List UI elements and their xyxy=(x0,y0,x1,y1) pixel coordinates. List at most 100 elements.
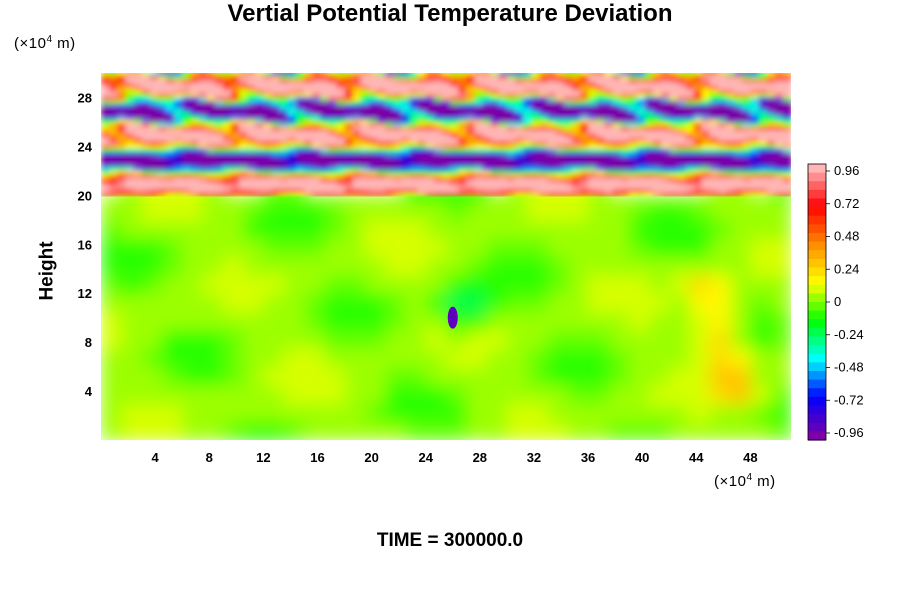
band-cell xyxy=(425,173,435,178)
band-cell xyxy=(109,169,119,175)
band-cell xyxy=(523,162,533,167)
band-cell xyxy=(174,184,184,189)
band-cell xyxy=(255,165,265,171)
band-cell xyxy=(636,132,646,138)
band-cell xyxy=(490,143,500,149)
field-cell xyxy=(425,329,447,350)
field-cell xyxy=(628,201,650,221)
band-cell xyxy=(458,103,468,109)
band-cell xyxy=(579,110,590,116)
band-cell xyxy=(255,143,265,149)
band-cell xyxy=(295,176,305,182)
band-cell xyxy=(385,165,395,171)
band-cell xyxy=(344,187,354,193)
band-cell xyxy=(693,143,703,149)
field-cell xyxy=(121,201,143,221)
band-cell xyxy=(466,143,476,149)
band-cell xyxy=(263,114,273,120)
band-cell xyxy=(295,107,305,112)
band-cell xyxy=(726,103,736,109)
band-cell xyxy=(515,151,525,156)
band-cell xyxy=(726,132,736,138)
band-cell xyxy=(417,121,427,127)
band-cell xyxy=(758,132,768,138)
field-cell xyxy=(364,238,387,258)
field-cell xyxy=(770,311,791,331)
colorbar-label: -0.96 xyxy=(834,425,864,440)
band-cell xyxy=(239,96,249,101)
band-cell xyxy=(214,191,224,197)
band-cell xyxy=(506,77,516,83)
band-cell xyxy=(149,107,159,112)
band-cell xyxy=(579,173,590,178)
band-cell xyxy=(450,147,460,153)
band-cell xyxy=(141,151,151,156)
colorbar-swatch xyxy=(808,414,826,424)
band-cell xyxy=(588,143,598,149)
band-cell xyxy=(165,103,176,109)
band-cell xyxy=(279,173,289,178)
band-cell xyxy=(222,176,232,182)
band-cell xyxy=(571,180,581,186)
band-cell xyxy=(766,154,776,160)
band-cell xyxy=(230,187,240,193)
band-cell xyxy=(506,132,516,138)
field-cell xyxy=(770,403,791,423)
band-cell xyxy=(295,169,305,175)
band-cell xyxy=(734,143,744,149)
band-cell xyxy=(303,77,314,83)
band-cell xyxy=(644,154,654,160)
band-cell xyxy=(441,74,452,79)
band-cell xyxy=(198,158,208,164)
band-cell xyxy=(669,110,679,116)
band-cell xyxy=(701,191,711,197)
band-cell xyxy=(190,73,200,76)
band-cell xyxy=(758,162,768,167)
band-cell xyxy=(157,85,167,90)
band-cell xyxy=(401,114,411,120)
band-cell xyxy=(515,121,525,127)
band-cell xyxy=(653,103,663,109)
band-cell xyxy=(523,147,533,153)
lower-field xyxy=(101,183,791,440)
band-cell xyxy=(628,121,638,127)
band-cell xyxy=(466,132,476,138)
field-cell xyxy=(141,384,163,405)
band-cell xyxy=(523,180,533,186)
band-cell xyxy=(433,187,443,193)
band-cell xyxy=(782,99,791,105)
band-cell xyxy=(450,169,460,175)
band-cell xyxy=(360,158,370,164)
band-cell xyxy=(239,162,249,167)
band-cell xyxy=(433,77,443,83)
band-cell xyxy=(466,129,476,134)
band-cell xyxy=(547,96,557,101)
band-cell xyxy=(709,180,719,186)
field-cell xyxy=(689,329,711,350)
band-cell xyxy=(644,92,654,98)
band-cell xyxy=(393,136,403,142)
band-cell xyxy=(239,140,249,145)
band-cell xyxy=(653,140,663,145)
band-cell xyxy=(506,103,516,109)
band-cell xyxy=(368,187,378,193)
band-cell xyxy=(523,176,533,182)
band-cell xyxy=(441,151,452,156)
band-cell xyxy=(693,162,703,167)
field-cell xyxy=(588,384,610,405)
band-cell xyxy=(450,125,460,131)
band-cell xyxy=(458,173,468,178)
field-cell xyxy=(730,256,752,276)
band-cell xyxy=(717,88,728,94)
band-cell xyxy=(117,162,127,167)
band-cell xyxy=(653,96,663,101)
band-cell xyxy=(368,73,378,76)
field-cell xyxy=(669,366,691,386)
band-cell xyxy=(433,85,443,90)
band-cell xyxy=(523,136,533,142)
band-cell xyxy=(661,136,671,142)
band-cell xyxy=(182,99,192,105)
band-cell xyxy=(385,121,395,127)
band-cell xyxy=(279,132,289,138)
band-cell xyxy=(279,136,289,142)
